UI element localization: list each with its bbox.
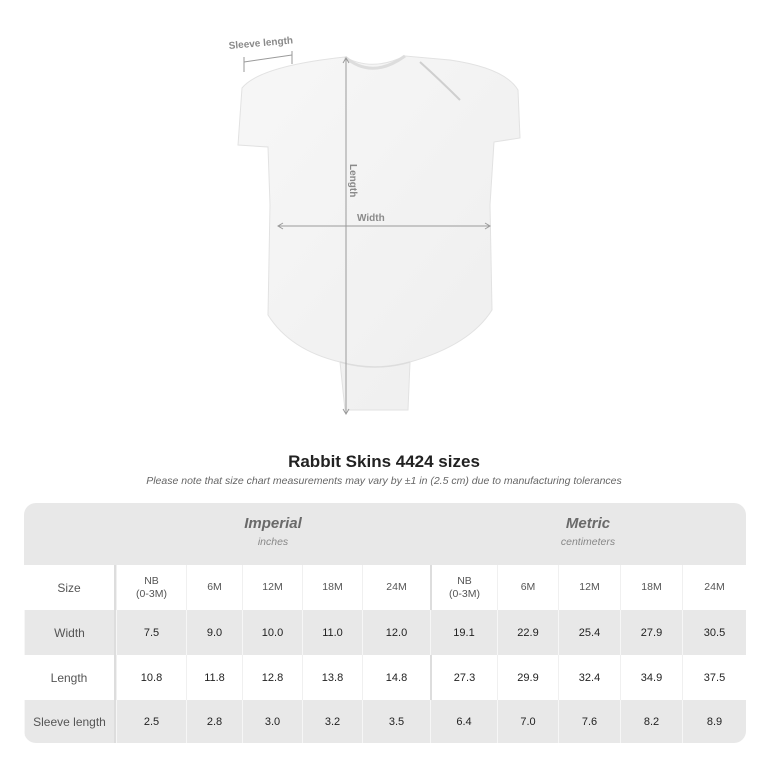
- row-label: Size: [24, 565, 116, 610]
- measurement-arrows: [243, 51, 491, 415]
- row-label: Sleeve length: [24, 700, 116, 743]
- size-column-header: 12M: [242, 565, 302, 610]
- table-cell: 32.4: [558, 655, 620, 700]
- unit-header: Imperial inches Metric centimeters: [24, 503, 746, 565]
- table-cell: 29.9: [497, 655, 558, 700]
- table-cell: 37.5: [682, 655, 746, 700]
- table-cell: 3.5: [362, 700, 430, 743]
- table-cell: 3.2: [302, 700, 362, 743]
- metric-title: Metric: [565, 515, 611, 532]
- length-label: Length: [347, 164, 358, 197]
- table-cell: 25.4: [558, 610, 620, 655]
- table-cell: 9.0: [186, 610, 242, 655]
- table-cell: 7.6: [558, 700, 620, 743]
- table-cell: 19.1: [430, 610, 497, 655]
- table-cell: 10.0: [242, 610, 302, 655]
- table-cell: 12.0: [362, 610, 430, 655]
- table-cell: 13.8: [302, 655, 362, 700]
- table-cell: 11.8: [186, 655, 242, 700]
- table-cell: 12.8: [242, 655, 302, 700]
- table-row: Width 7.5 9.0 10.0 11.0 12.0 19.1 22.9 25.4 27.9 3…: [24, 610, 746, 655]
- table-cell: 7.0: [497, 700, 558, 743]
- sleeve-length-label: Sleeve length: [228, 35, 293, 52]
- size-header-row: Size NB (0-3M) 6M 12M 18M 24M NB (0-3M) 6M 12M 18…: [24, 565, 746, 610]
- size-column-header: 12M: [558, 565, 620, 610]
- table-cell: 34.9: [620, 655, 682, 700]
- table-row: Length 10.8 11.8 12.8 13.8 14.8 27.3 29.9 32.4 34…: [24, 655, 746, 700]
- imperial-unit: inches: [257, 536, 289, 548]
- table-cell: 14.8: [362, 655, 430, 700]
- table-cell: 7.5: [116, 610, 186, 655]
- table-cell: 2.5: [116, 700, 186, 743]
- size-column-header: 24M: [682, 565, 746, 610]
- size-column-header: 6M: [186, 565, 242, 610]
- onesie-diagram: Sleeve length Length Width: [228, 35, 521, 415]
- row-label: Length: [24, 655, 116, 700]
- size-column-header: 18M: [302, 565, 362, 610]
- size-column-header: 18M: [620, 565, 682, 610]
- size-column-header: NB (0-3M): [430, 565, 497, 610]
- table-cell: 6.4: [430, 700, 497, 743]
- imperial-title: Imperial: [244, 515, 302, 532]
- table-cell: 2.8: [186, 700, 242, 743]
- metric-group: Metric centimeters: [430, 515, 746, 548]
- table-cell: 10.8: [116, 655, 186, 700]
- table-cell: 27.9: [620, 610, 682, 655]
- metric-unit: centimeters: [560, 536, 616, 548]
- chart-title: Rabbit Skins 4424 sizes: [288, 452, 480, 471]
- size-column-header: 6M: [497, 565, 558, 610]
- table-cell: 8.2: [620, 700, 682, 743]
- table-cell: 30.5: [682, 610, 746, 655]
- onesie-body: [237, 55, 521, 411]
- table-cell: 11.0: [302, 610, 362, 655]
- table-cell: 3.0: [242, 700, 302, 743]
- size-column-header: NB (0-3M): [116, 565, 186, 610]
- table-cell: 8.9: [682, 700, 746, 743]
- size-table: Imperial inches Metric centimeters Size N…: [24, 503, 746, 743]
- table-row: Sleeve length 2.5 2.8 3.0 3.2 3.5 6.4 7.0 7.6 8.2…: [24, 700, 746, 743]
- imperial-group: Imperial inches: [116, 515, 430, 548]
- width-label: Width: [357, 213, 385, 224]
- table-cell: 22.9: [497, 610, 558, 655]
- row-label: Width: [24, 610, 116, 655]
- size-column-header: 24M: [362, 565, 430, 610]
- tolerance-note: Please note that size chart measurements…: [146, 475, 622, 487]
- table-cell: 27.3: [430, 655, 497, 700]
